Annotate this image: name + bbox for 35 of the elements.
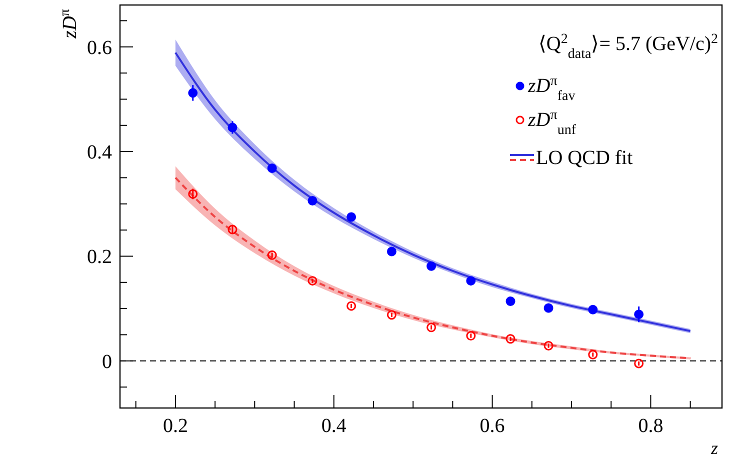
point [267,250,277,260]
x-tick-label: 0.2 [162,415,188,437]
point [188,88,198,98]
x-tick-label: 0.8 [638,415,664,437]
point [228,122,238,132]
point [634,310,644,320]
point [308,276,318,286]
point [544,340,554,350]
point [588,350,598,360]
point [346,301,356,311]
point [466,331,476,341]
point [426,322,436,332]
x-tick-label: 0.6 [480,415,505,437]
point [267,164,277,174]
point [544,303,554,313]
point [188,189,198,199]
annotation: ⟨Q$^{2}$$_{data}$⟩= 5.7 (GeV/c)$^{2}$ [538,32,718,62]
legend-label: LO QCD fit [536,147,634,169]
point [426,261,436,271]
point [346,212,356,222]
x-axis-title: z [710,438,718,456]
point [228,224,238,234]
point [466,276,476,286]
y-tick-label: 0.4 [87,142,112,164]
point [386,310,396,320]
y-tick-label: 0.6 [87,36,112,59]
point [588,304,598,314]
point [386,246,396,256]
y-tick-label: 0 [102,350,112,373]
y-tick-label: 0.2 [87,246,112,268]
x-tick-label: 0.4 [321,415,346,437]
point [634,358,644,368]
point [506,296,516,306]
point [308,196,318,206]
point [506,334,516,344]
